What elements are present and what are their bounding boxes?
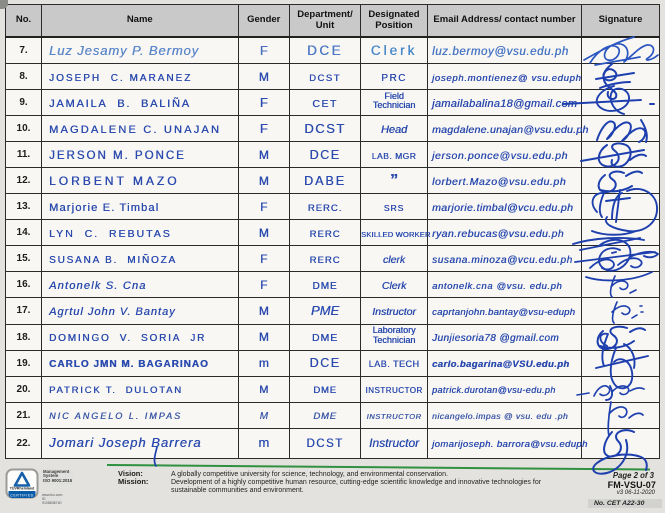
svg-text:CERTIFIED: CERTIFIED <box>10 494 33 498</box>
svg-text:TÜVRheinland: TÜVRheinland <box>10 486 35 491</box>
